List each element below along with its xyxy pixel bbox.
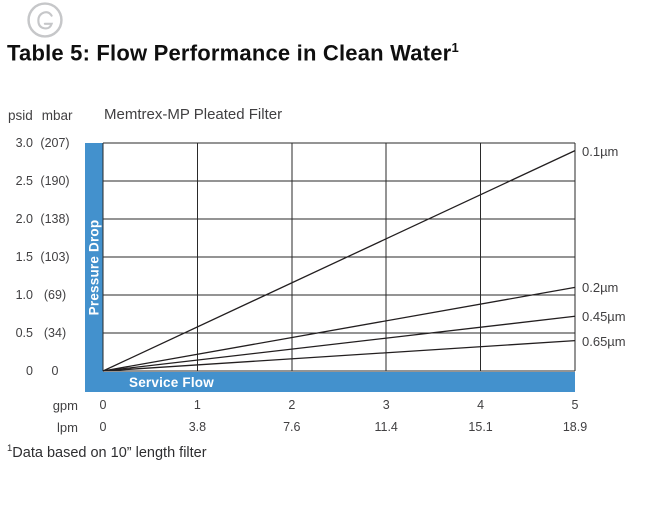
series-line: [102, 315, 576, 372]
series-line: [102, 286, 576, 372]
x-tick-lpm: 0: [99, 420, 107, 434]
y-tick-psid: 0.5: [15, 326, 33, 340]
y-axis-unit-psid: psid: [8, 108, 33, 123]
y-axis-label: Pressure Drop: [86, 219, 102, 316]
x-axis-label: Service Flow: [129, 374, 214, 390]
y-tick-mbar: (69): [43, 288, 67, 302]
y-tick-row: 3.0 (207): [5, 135, 77, 151]
x-tick-lpm: 18.9: [562, 420, 588, 434]
series-line: [102, 150, 576, 372]
x-axis-unit-lpm: lpm: [57, 420, 78, 435]
page-title: Table 5: Flow Performance in Clean Water…: [7, 40, 459, 66]
series-label: 0.1µm: [582, 143, 619, 159]
footnote-text: Data based on 10” length filter: [12, 444, 207, 461]
y-tick-psid: 2.5: [15, 174, 33, 188]
page-title-text: Table 5: Flow Performance in Clean Water: [7, 40, 452, 66]
y-tick-psid: 2.0: [15, 212, 33, 226]
y-tick-mbar: (207): [40, 136, 70, 150]
x-tick-gpm: 2: [288, 398, 296, 412]
y-tick-mbar: (103): [40, 250, 70, 264]
y-tick-psid: 1.0: [15, 288, 33, 302]
x-tick-lpm: 7.6: [283, 420, 301, 434]
x-tick-gpm: 1: [193, 398, 201, 412]
y-tick-mbar: 0: [51, 364, 59, 378]
x-tick-lpm: 15.1: [468, 420, 493, 434]
y-tick-mbar: (138): [40, 212, 70, 226]
y-tick-psid: 3.0: [15, 136, 33, 150]
page-title-superscript: 1: [451, 40, 459, 55]
x-tick-gpm: 4: [477, 398, 485, 412]
series-label: 0.65µm: [582, 333, 626, 349]
y-tick-psid: 1.5: [15, 250, 33, 264]
y-tick-psid: 0: [26, 364, 33, 378]
y-tick-row: 2.0 (138): [5, 211, 77, 227]
chart-title: Memtrex-MP Pleated Filter: [104, 106, 283, 123]
y-axis-unit-mbar: mbar: [41, 108, 73, 123]
series-line: [102, 339, 576, 372]
y-tick-mbar: (190): [40, 174, 70, 188]
series-label: 0.45µm: [582, 309, 626, 325]
x-tick-gpm: 5: [571, 398, 579, 412]
footnote-superscript: 1: [7, 443, 13, 454]
series-label: 0.2µm: [582, 280, 619, 296]
ge-logo-icon: [27, 2, 63, 38]
x-axis-unit-gpm: gpm: [52, 398, 78, 413]
footnote: 1Data based on 10” length filter: [7, 443, 207, 461]
x-tick-lpm: 3.8: [188, 420, 207, 434]
x-tick-lpm: 11.4: [374, 420, 398, 434]
y-tick-row: 2.5 (190): [5, 173, 77, 189]
y-axis-units: psid mbar: [8, 108, 73, 123]
y-tick-row: 1.0 (69): [5, 287, 77, 303]
service-flow-axis-bar: Service Flow: [103, 372, 575, 392]
y-tick-row: 1.5 (103): [5, 249, 77, 265]
y-tick-mbar: (34): [43, 326, 67, 340]
pressure-drop-axis-bar: Pressure Drop: [85, 143, 103, 392]
y-tick-row: 0.5 (34): [5, 325, 77, 341]
x-tick-gpm: 0: [99, 398, 107, 412]
x-tick-gpm: 3: [382, 398, 390, 412]
